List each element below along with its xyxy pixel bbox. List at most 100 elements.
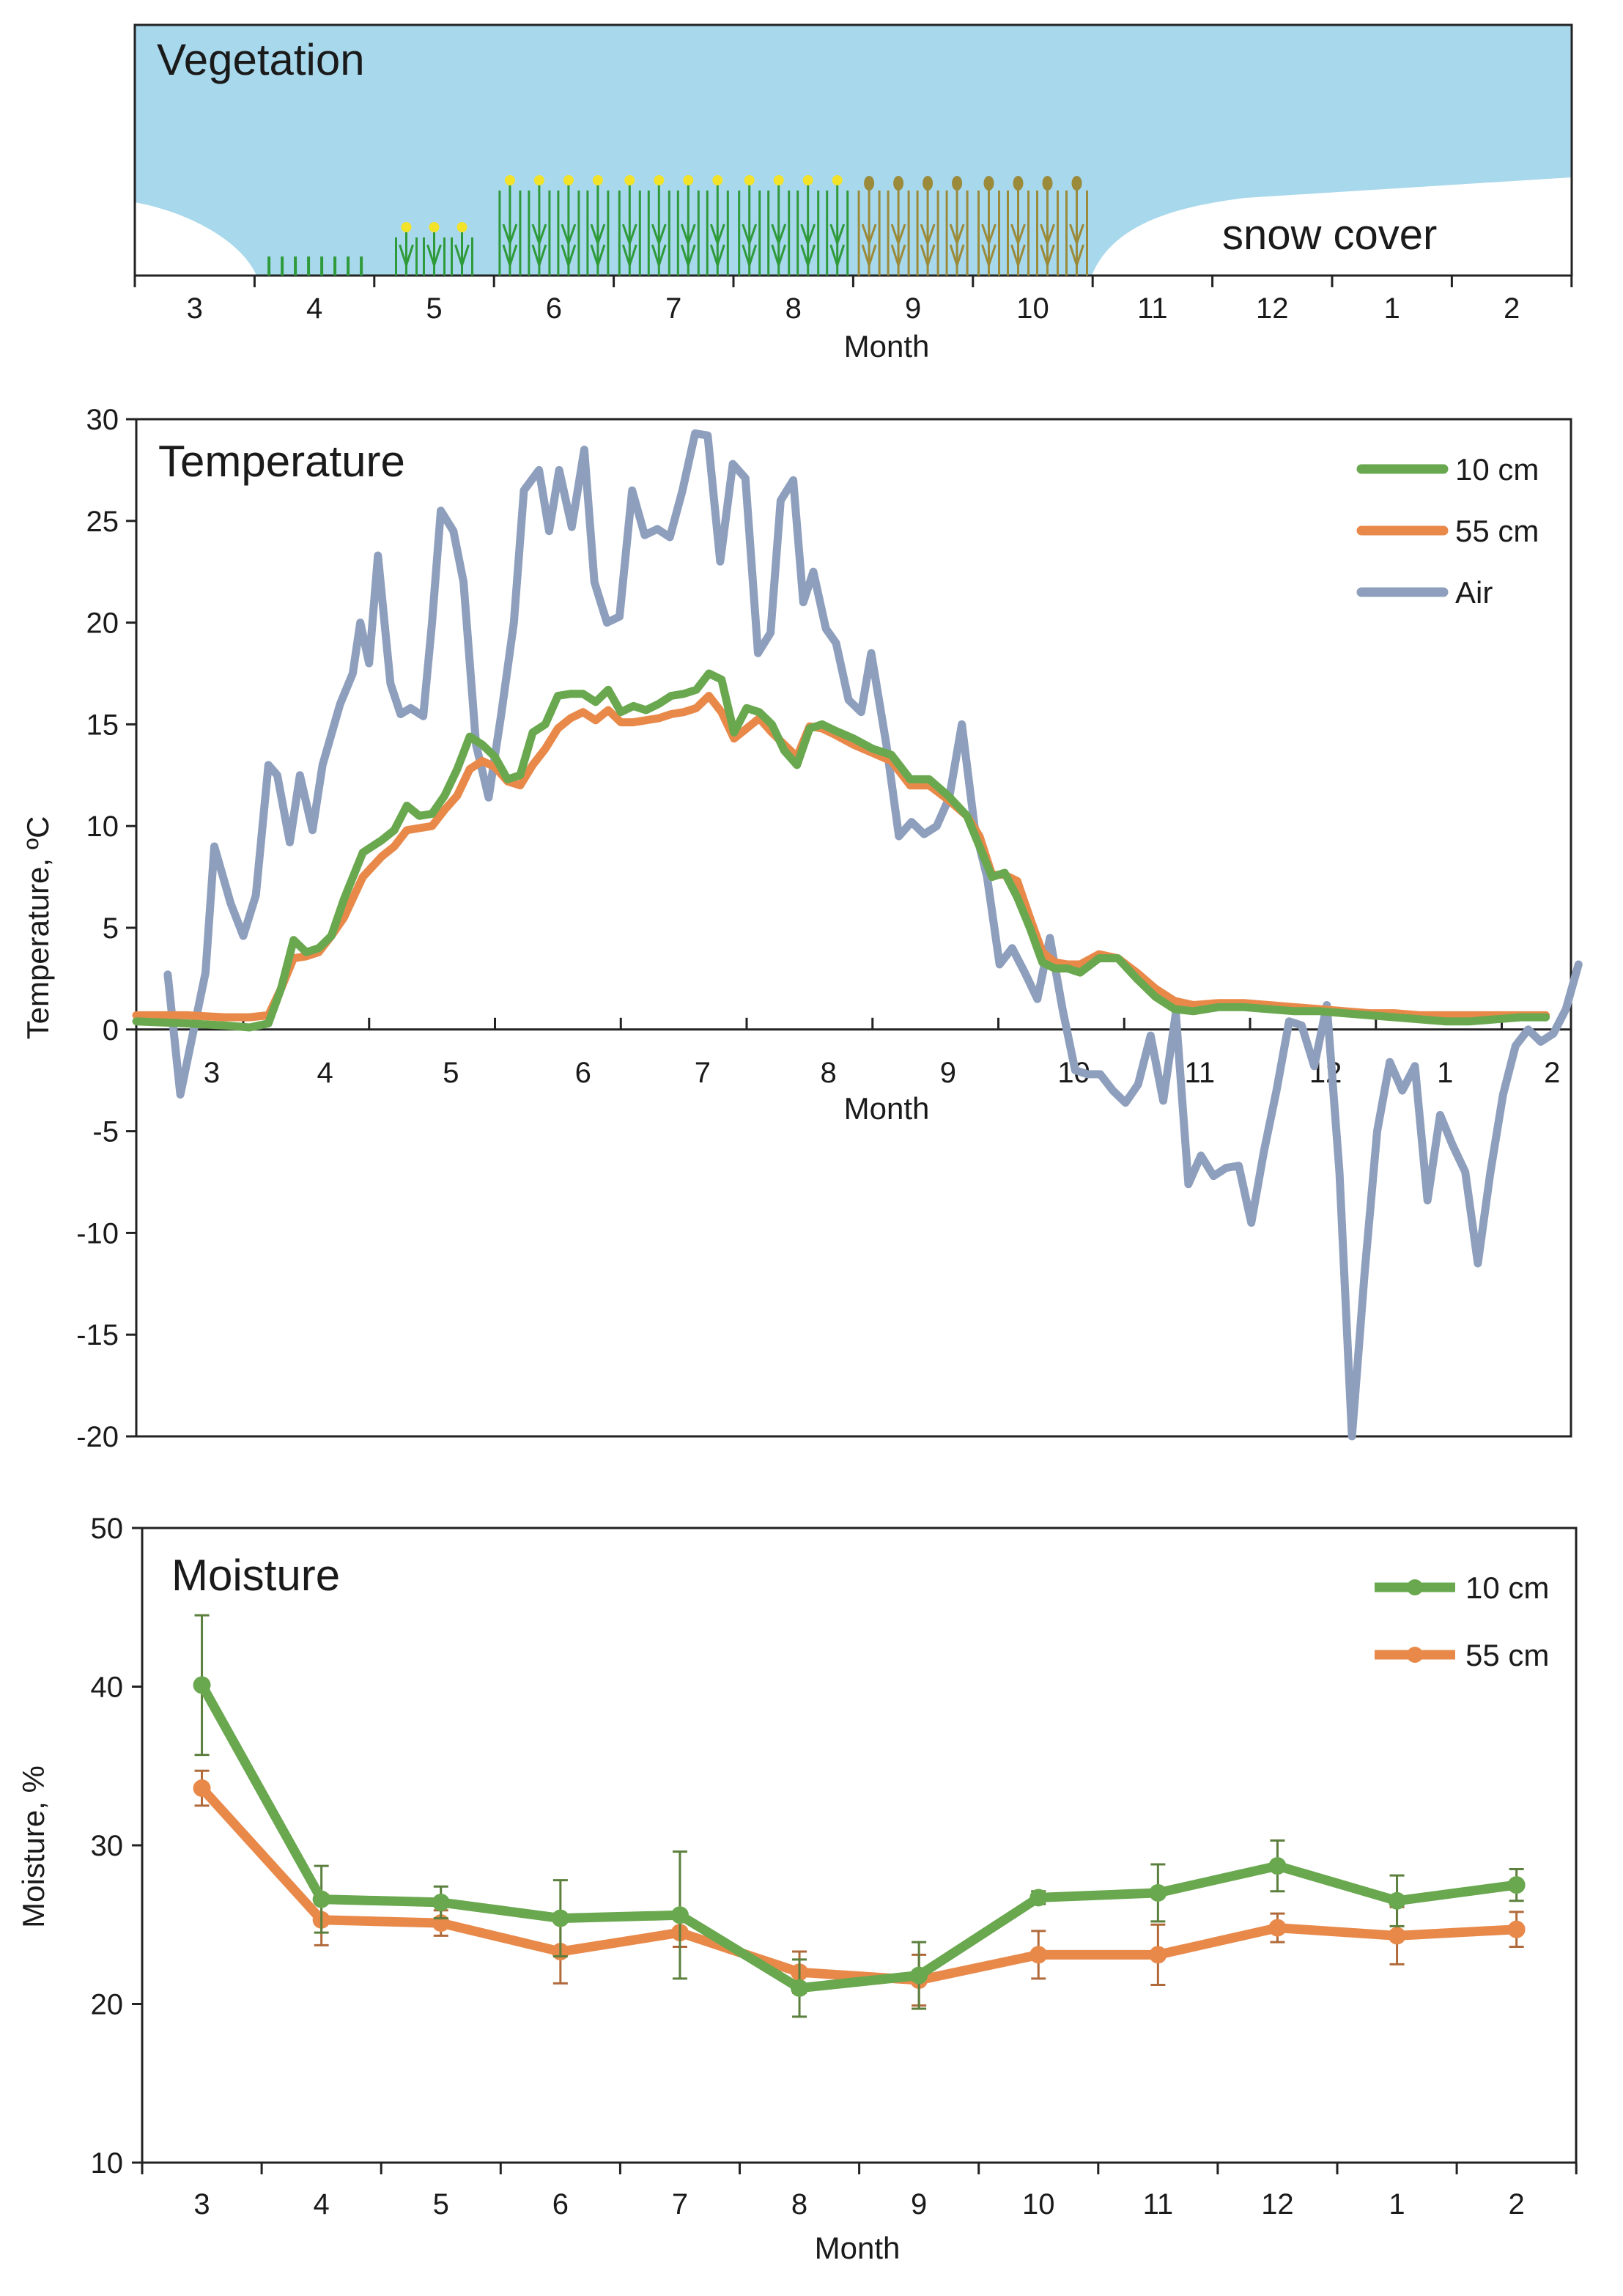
- flower-head: [832, 175, 843, 185]
- temperature-x-tick-label: 11: [1185, 1057, 1216, 1089]
- moisture-point-55cm: [1149, 1946, 1167, 1964]
- seed-head: [952, 176, 963, 191]
- leaf: [531, 244, 547, 269]
- temperature-x-tick-label: 8: [821, 1057, 837, 1089]
- moisture-point-55cm: [1388, 1927, 1406, 1945]
- temperature-y-tick-label: 10: [86, 811, 119, 843]
- moisture-point-10cm: [432, 1893, 450, 1911]
- temperature-panel: Temperature 30 25 20 15 10 5 0 -5 -10 -15 -20 3 4 5 6…: [21, 404, 1583, 1453]
- temperature-y-axis: 30 25 20 15 10 5 0 -5 -10 -15 -20: [76, 404, 136, 1453]
- vegetation-panel: Vegetation snow cover 3 4 5 6 7 8 9 10 11 12 1 2 Mo…: [133, 23, 1573, 363]
- flower-head: [654, 175, 665, 185]
- flower-head: [624, 175, 635, 185]
- vegetation-stage-icons: [267, 175, 1088, 276]
- temperature-x-tick-label: 7: [695, 1057, 711, 1089]
- moisture-x-tick-label: 12: [1261, 2188, 1294, 2221]
- leaf: [531, 224, 547, 247]
- flower-head: [401, 222, 412, 232]
- flower-icon: [676, 175, 700, 276]
- vegetation-x-axis-title: Month: [844, 329, 930, 363]
- leaf: [771, 244, 787, 269]
- seed-head: [923, 176, 933, 191]
- flower-icon: [767, 175, 791, 276]
- moisture-y-tick-label: 10: [91, 2147, 124, 2179]
- moisture-x-tick-label: 3: [193, 2188, 210, 2221]
- vegetation-x-tick-label: 1: [1384, 292, 1400, 325]
- leaf: [800, 224, 816, 247]
- vegetation-x-tick-label: 7: [665, 292, 681, 325]
- leaf: [800, 244, 816, 269]
- temperature-legend-label: 10 cm: [1455, 452, 1539, 487]
- leaf: [621, 244, 637, 269]
- moisture-y-tick-label: 40: [91, 1672, 124, 1704]
- vegetation-x-tick-label: 2: [1504, 292, 1520, 325]
- flower-head: [592, 175, 603, 185]
- flower-head: [563, 175, 574, 185]
- moisture-legend-marker: [1407, 1579, 1423, 1595]
- temperature-y-tick-label: -5: [92, 1116, 119, 1148]
- flower-icon: [423, 222, 446, 276]
- seed-head-icon: [977, 176, 1000, 276]
- leaf: [454, 244, 470, 269]
- seed-head: [1071, 176, 1082, 191]
- flower-head: [429, 222, 440, 232]
- temperature-x-tick-label: 3: [204, 1057, 220, 1089]
- snow-cover-winter: [1092, 177, 1572, 276]
- leaf: [742, 244, 758, 269]
- moisture-point-55cm: [1029, 1946, 1048, 1964]
- moisture-title: Moisture: [171, 1551, 340, 1600]
- flower-icon: [557, 175, 580, 276]
- snow-cover-label: snow cover: [1222, 211, 1437, 259]
- seed-head-icon: [945, 176, 969, 276]
- vegetation-x-tick-label: 11: [1137, 292, 1168, 325]
- temperature-y-tick-label: -20: [76, 1421, 119, 1453]
- temperature-y-tick-label: -15: [76, 1319, 119, 1351]
- seed-head-icon: [857, 176, 881, 276]
- seed-head-icon: [916, 176, 939, 276]
- moisture-x-tick-label: 10: [1022, 2188, 1055, 2221]
- moisture-x-tick-label: 1: [1389, 2188, 1405, 2221]
- vegetation-x-tick-label: 6: [546, 292, 562, 325]
- moisture-point-10cm: [1149, 1883, 1167, 1902]
- seed-head: [893, 176, 904, 191]
- flower-head: [773, 175, 784, 185]
- leaf: [426, 244, 442, 269]
- temperature-y-tick-label: 5: [103, 912, 119, 945]
- temperature-x-tick-label: 1: [1437, 1057, 1453, 1089]
- moisture-y-axis: 50 40 30 20 10: [91, 1513, 142, 2179]
- leaf: [590, 244, 606, 269]
- leaf: [920, 224, 936, 247]
- moisture-legend-marker: [1407, 1647, 1423, 1663]
- seed-head: [864, 176, 875, 191]
- seed-head: [1013, 176, 1024, 191]
- leaf: [981, 224, 997, 247]
- leaf: [1040, 244, 1055, 269]
- moisture-point-10cm: [910, 1966, 928, 1985]
- flower-icon: [586, 175, 610, 276]
- leaf: [590, 224, 606, 247]
- flower-icon: [618, 175, 641, 276]
- temperature-x-tick-label: 2: [1544, 1057, 1560, 1089]
- seed-head: [1042, 176, 1053, 191]
- moisture-x-tick-label: 8: [791, 2188, 807, 2221]
- moisture-point-10cm: [551, 1909, 569, 1927]
- temperature-legend-label: 55 cm: [1455, 514, 1539, 548]
- flower-icon: [738, 175, 761, 276]
- moisture-legend-label: 55 cm: [1465, 1638, 1549, 1672]
- temperature-y-tick-label: 15: [86, 709, 119, 741]
- moisture-point-10cm: [1507, 1876, 1526, 1894]
- leaf: [1010, 224, 1026, 247]
- snow-cover-spring: [135, 202, 256, 276]
- leaf: [861, 224, 877, 247]
- temperature-series-line-air: [163, 429, 1583, 1441]
- leaf: [742, 224, 758, 247]
- moisture-point-55cm: [1268, 1919, 1287, 1937]
- flower-icon: [528, 175, 551, 276]
- temperature-x-axis-title: Month: [844, 1091, 930, 1126]
- flower-icon: [826, 175, 849, 276]
- moisture-series-line-10cm: [197, 1683, 1517, 1993]
- vegetation-x-tick-label: 3: [187, 292, 203, 325]
- temperature-series: [132, 429, 1583, 1441]
- moisture-y-axis-title: Moisture, %: [16, 1765, 51, 1928]
